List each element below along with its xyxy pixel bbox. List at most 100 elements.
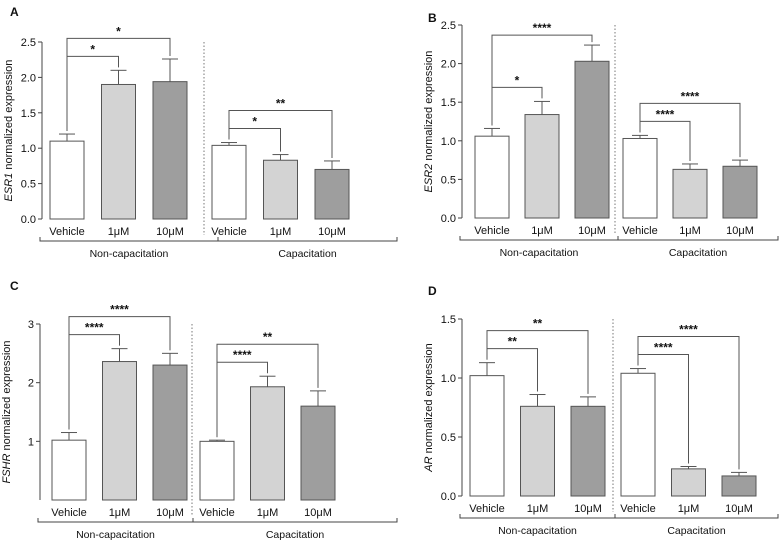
significance-label: ** [508,335,518,349]
x-tick-label: Vehicle [49,226,84,238]
chart-panel-d: D 0.0 0.5 1.0 1.5 AR normalized expression Veh… [423,284,779,537]
x-tick-label: Vehicle [211,226,246,238]
group-bracket [617,236,779,241]
significance-bracket [639,102,741,158]
bar [574,60,610,219]
y-axis-label-gene: ESR1 [3,173,15,202]
y-tick-label: 2 [28,378,34,390]
x-tick-label: 1μM [531,225,553,237]
y-axis-label: AR normalized expression [423,343,435,472]
bar [211,144,247,220]
bar [314,168,350,220]
group-label: Capacitation [667,525,726,537]
y-axis-label: ESR2 normalized expression [423,51,435,193]
bar [469,375,505,497]
x-tick-label: 1μM [108,226,130,238]
y-tick-label: 1.0 [21,143,36,155]
y-axis-label-gene: ESR2 [423,164,435,193]
y-tick-label: 1.0 [441,136,456,148]
bar [570,405,606,497]
x-tick-label: Vehicle [622,225,657,237]
significance-label: **** [110,303,129,317]
y-tick-label: 1.5 [21,108,36,120]
group-label: Capacitation [669,247,728,259]
group-bracket [614,514,779,519]
significance-bracket [66,37,171,132]
y-axis-label-text: normalized expression [1,340,13,453]
bar [51,439,87,501]
x-tick-label: 10μM [726,225,754,237]
y-tick-label: 2.5 [21,37,36,49]
bar [520,405,555,497]
significance-bracket [228,110,333,158]
x-tick-label: 10μM [578,225,606,237]
significance-label: **** [85,321,104,335]
y-tick-label: 0.5 [441,432,456,444]
significance-label: ** [263,330,273,344]
bar [102,361,137,501]
x-tick-label: Vehicle [620,503,655,515]
bar [199,440,235,501]
x-tick-label: 10μM [574,503,602,515]
significance-label: **** [654,341,673,355]
significance-label: ** [533,317,543,331]
significance-label: **** [656,107,675,121]
y-tick-label: 0.0 [21,214,36,226]
y-tick-label: 3 [28,319,34,331]
y-tick-label: 1.0 [441,373,456,385]
x-tick-label: 10μM [318,226,346,238]
group-label: Non-capacitation [498,525,577,537]
group-label: Non-capacitation [500,247,579,259]
y-tick-label: 1 [28,436,34,448]
x-tick-label: 10μM [725,503,753,515]
bar [250,386,285,501]
significance-label: **** [679,323,698,337]
significance-bracket [637,336,740,470]
x-tick-label: 10μM [156,507,184,519]
bar [474,135,510,219]
y-tick-label: 2.5 [441,20,456,32]
bar [524,114,560,219]
y-tick-label: 2.0 [21,72,36,84]
y-axis-label-text: normalized expression [3,60,15,173]
significance-label: * [515,73,520,87]
significance-label: * [90,42,95,56]
y-tick-label: 1.5 [441,314,456,326]
y-axis-label: FSHR normalized expression [1,340,13,483]
bar [671,468,706,497]
y-tick-label: 0.5 [441,174,456,186]
bar [152,364,188,501]
significance-label: **** [233,348,252,362]
significance-bracket [216,343,319,438]
x-tick-label: 1μM [257,507,279,519]
group-label: Capacitation [266,529,325,540]
chart-panel-a: A 0.0 0.5 1.0 1.5 2.0 2.5 ESR1 normalized expre… [3,5,398,260]
x-tick-label: Vehicle [474,225,509,237]
y-tick-label: 1.5 [441,97,456,109]
group-bracket [192,518,398,523]
bar [263,159,298,220]
y-tick-label: 0.0 [441,213,456,225]
x-tick-label: 1μM [679,225,701,237]
bar [672,168,708,219]
panel-label: B [428,11,437,25]
group-bracket [217,237,398,242]
bar [721,475,757,497]
chart-panel-b: B 0.0 0.5 1.0 1.5 2.0 2.5 ESR2 normalized expre… [423,11,779,259]
significance-label: **** [533,21,552,35]
y-tick-label: 2.0 [441,59,456,71]
bar [722,165,758,219]
significance-bracket [491,34,593,126]
bar [152,81,188,220]
y-axis-label: ESR1 normalized expression [3,60,15,202]
group-label: Non-capacitation [76,529,155,540]
y-axis-label-text: normalized expression [423,343,435,456]
y-axis-label-gene: FSHR [1,454,13,484]
panel-label: A [10,5,19,19]
bar [101,83,136,220]
y-axis-label-text: normalized expression [423,51,435,164]
significance-label: * [252,115,257,129]
x-tick-label: 10μM [156,226,184,238]
group-label: Capacitation [278,248,337,260]
